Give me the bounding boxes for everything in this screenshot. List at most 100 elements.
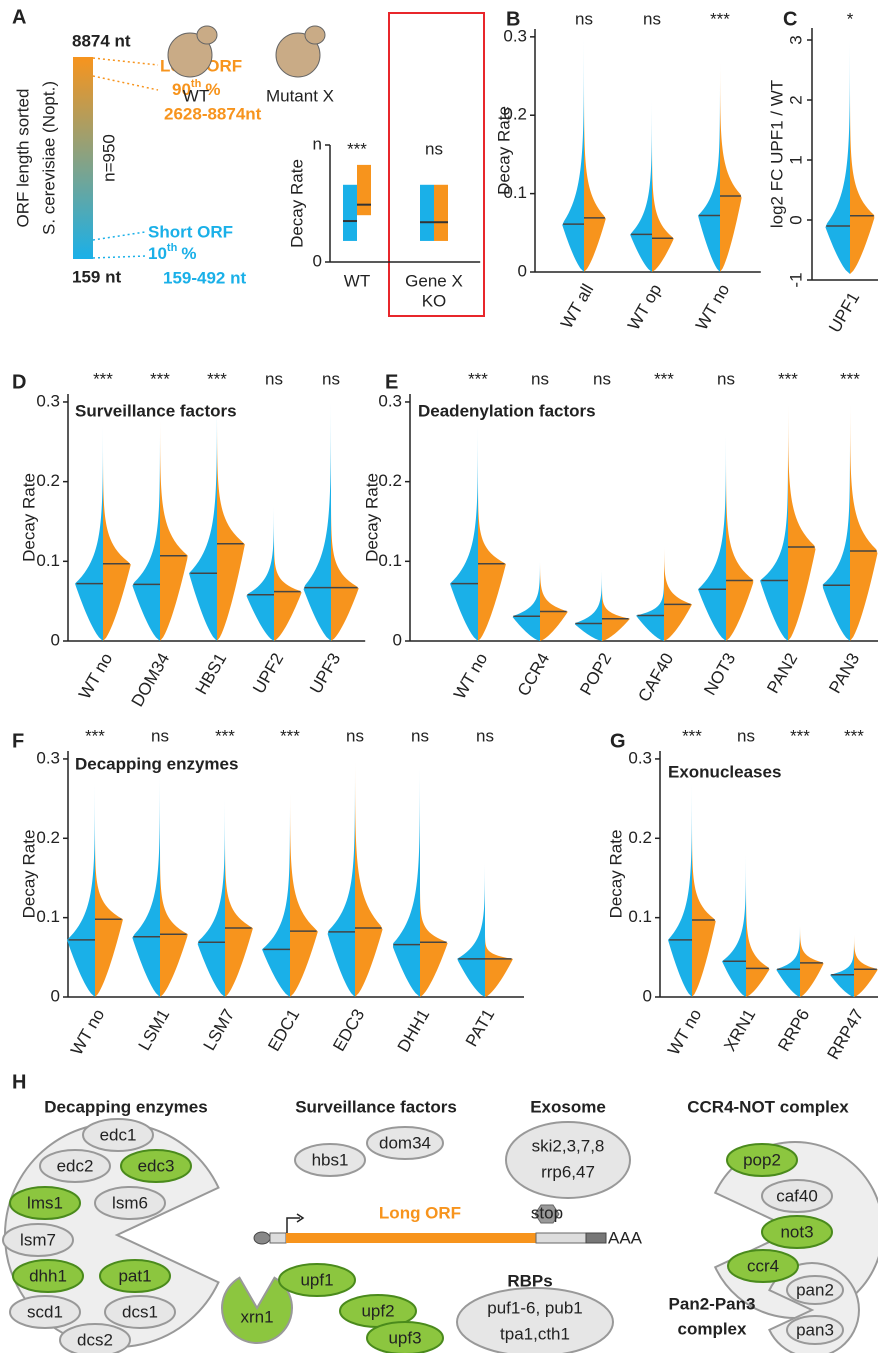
half-violin [636, 577, 664, 641]
y-tick-label: 0 [786, 215, 805, 224]
node-label: dcs2 [77, 1330, 113, 1349]
y-axis-title: Decay Rate [19, 830, 38, 919]
y-tick-label: 0.2 [628, 828, 652, 847]
group-title: complex [678, 1319, 748, 1338]
range-bar [357, 165, 371, 215]
x-tick-label: WT no [692, 281, 733, 334]
significance: *** [844, 726, 864, 745]
half-violin [262, 807, 290, 997]
half-violin [450, 426, 478, 641]
significance: *** [778, 369, 798, 388]
half-violin [823, 442, 850, 641]
y-tick-label: -1 [786, 272, 805, 287]
rbp-member: tpa1,cth1 [500, 1324, 570, 1343]
significance: ns [151, 726, 169, 745]
x-tick-label: WT no [67, 1006, 108, 1059]
half-violin [722, 854, 746, 997]
rbp-member: puf1-6, pub1 [487, 1298, 582, 1317]
x-tick-label: CAF40 [634, 650, 677, 705]
half-violin [160, 418, 188, 641]
half-violin [760, 450, 788, 641]
node-label: lsm7 [20, 1230, 56, 1249]
y-tick-label: 0.2 [36, 471, 60, 490]
half-violin [290, 791, 318, 997]
significance: *** [215, 726, 235, 745]
x-tick-label: WT no [450, 650, 491, 703]
short-orf: Short ORF [148, 222, 233, 241]
half-violin [274, 537, 302, 641]
significance: ns [476, 726, 494, 745]
significance: *** [85, 726, 105, 745]
half-violin [630, 100, 652, 272]
half-violin [189, 402, 217, 641]
significance: * [847, 9, 854, 28]
range-bar [343, 185, 357, 241]
half-violin [478, 482, 506, 641]
x-tick-label: LSM7 [200, 1006, 239, 1054]
x-tick-label: DOM34 [128, 650, 174, 710]
y-tick-label: 0.3 [36, 391, 60, 410]
range-bar [420, 185, 434, 241]
min-length: 159 nt [72, 267, 121, 286]
significance: ns [411, 726, 429, 745]
y-tick-label: 0.3 [378, 391, 402, 410]
half-violin [720, 60, 742, 272]
y-tick-label: 3 [786, 35, 805, 44]
x-tick-label: WT op [624, 281, 665, 334]
group-title: Surveillance factors [295, 1097, 457, 1116]
node-label: dom34 [379, 1133, 431, 1152]
y-tick-label: 0 [393, 630, 402, 649]
y-axis-title: Decay Rate [362, 473, 381, 562]
significance: *** [790, 726, 810, 745]
panel-label: H [12, 1071, 26, 1093]
node-label: not3 [780, 1222, 813, 1241]
significance: *** [840, 369, 860, 388]
half-violin [420, 886, 448, 997]
count: n=950 [99, 134, 118, 182]
significance: ns [593, 369, 611, 388]
y-tick-label: 0.3 [36, 748, 60, 767]
node-label: upf1 [300, 1270, 333, 1289]
stop-label: stop [531, 1203, 563, 1222]
x-tick-label: PAN2 [763, 650, 801, 697]
x-tick-label: DHH1 [394, 1006, 434, 1056]
half-violin [132, 434, 160, 641]
node-label: pan3 [796, 1320, 834, 1339]
node-label: lms1 [27, 1193, 63, 1212]
yeast-icons [168, 26, 325, 77]
significance: *** [280, 726, 300, 745]
group-title: CCR4-NOT complex [687, 1097, 849, 1116]
y-tick-label: 0.1 [36, 551, 60, 570]
x-tick-label: PAT1 [462, 1006, 498, 1050]
half-violin [830, 941, 854, 997]
half-violin [698, 84, 720, 272]
significance: ns [322, 369, 340, 388]
x-tick-label: HBS1 [192, 650, 231, 698]
node-label: pop2 [743, 1150, 781, 1169]
orf-label: Long ORF [379, 1203, 461, 1222]
strain: WT [183, 86, 209, 105]
significance: *** [682, 726, 702, 745]
node-label: dhh1 [29, 1266, 67, 1285]
exosome [506, 1122, 630, 1198]
y-axis-title: Decay Rate [287, 159, 306, 248]
node-label: edc2 [57, 1156, 94, 1175]
half-violin [540, 561, 568, 641]
half-violin [217, 418, 245, 641]
long-range: 2628-8874nt [164, 104, 262, 123]
half-violin [825, 40, 850, 274]
node-label: ccr4 [747, 1256, 779, 1275]
half-violin [854, 934, 878, 997]
x-tick-label: WT [344, 271, 370, 290]
x-tick-label: NOT3 [700, 650, 739, 699]
short-percentile: 10th% [148, 242, 196, 264]
polya: AAA [608, 1228, 643, 1247]
half-violin [67, 783, 95, 997]
half-violin [584, 84, 606, 272]
node-label: edc3 [138, 1156, 175, 1175]
significance: *** [654, 369, 674, 388]
node-label: caf40 [776, 1186, 818, 1205]
chart-title: Decapping enzymes [75, 754, 238, 773]
figure: A 8874 nt 159 nt ORF length sorted S. ce… [0, 0, 878, 1353]
half-violin [788, 402, 815, 641]
